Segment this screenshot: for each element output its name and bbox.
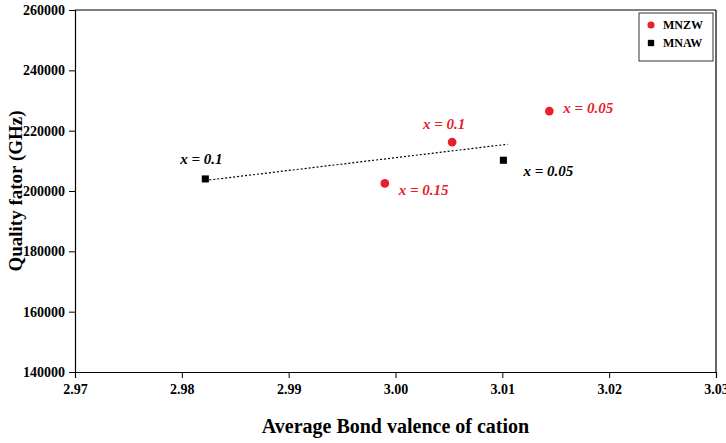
- tick: 2.97: [63, 372, 88, 397]
- tick-label: 3.01: [491, 382, 516, 397]
- tick-label: 200000: [23, 184, 65, 199]
- tick-mark: [69, 251, 75, 252]
- trend-line: [205, 144, 507, 180]
- tick: 160000: [23, 305, 75, 320]
- point-label: x = 0.1: [422, 116, 465, 132]
- tick-mark: [69, 191, 75, 192]
- tick-label: 3.02: [597, 382, 622, 397]
- tick-mark: [396, 372, 397, 378]
- tick-label: 140000: [23, 365, 65, 380]
- plot: 2.97 2.98 2.99 3.00 3.01 3.02 3.03 140000 160000…: [23, 3, 726, 397]
- tick-label: 160000: [23, 305, 65, 320]
- point-label: x = 0.05: [562, 100, 613, 116]
- axis-line: [69, 11, 76, 373]
- tick-mark: [289, 372, 290, 378]
- tick: 2.99: [277, 372, 302, 397]
- point: [380, 179, 389, 188]
- tick-mark: [609, 372, 610, 378]
- tick: 240000: [23, 63, 75, 78]
- point: [202, 175, 209, 182]
- tick: 260000: [23, 3, 75, 18]
- tick-label: 240000: [23, 63, 65, 78]
- tick: 3.03: [704, 372, 726, 397]
- frame: [715, 10, 716, 372]
- legend-marker: [647, 21, 654, 28]
- marks: [202, 107, 554, 188]
- point: [545, 107, 554, 116]
- legend-box: [639, 13, 713, 61]
- legend-label: MNAW: [663, 36, 702, 50]
- tick-mark: [716, 372, 717, 378]
- tick: 3.00: [384, 372, 409, 397]
- tick-label: 3.03: [704, 382, 726, 397]
- tick: 3.02: [597, 372, 622, 397]
- tick-label: 3.00: [384, 382, 409, 397]
- point: [500, 157, 507, 164]
- tick-label: 2.99: [277, 382, 302, 397]
- tick: 3.01: [491, 372, 516, 397]
- tick-mark: [69, 131, 75, 132]
- x-axis: 2.97 2.98 2.99 3.00 3.01 3.02 3.03: [63, 372, 726, 397]
- tick-label: 260000: [23, 3, 65, 18]
- tick-label: 2.97: [63, 382, 88, 397]
- legend-label: MNZW: [663, 18, 703, 32]
- tick-mark: [182, 372, 183, 378]
- y-axis: 140000 160000 180000 200000 220000 240000 2600…: [23, 3, 76, 380]
- tick: 2.98: [170, 372, 195, 397]
- y-axis-title: Quality fator (GHz): [5, 110, 27, 271]
- tick: 180000: [23, 244, 75, 259]
- point-label: x = 0.15: [398, 182, 449, 198]
- tick: 200000: [23, 184, 75, 199]
- point-label: x = 0.05: [522, 163, 573, 179]
- axis-line: [76, 373, 717, 379]
- tick-mark: [69, 372, 75, 373]
- chart: 2.97 2.98 2.99 3.00 3.01 3.02 3.03 140000 160000…: [0, 0, 726, 443]
- tick: 220000: [23, 124, 75, 139]
- x-axis-title: Average Bond valence of cation: [262, 415, 529, 438]
- tick: 140000: [23, 365, 75, 380]
- tick-mark: [69, 312, 75, 313]
- tick-mark: [69, 70, 75, 71]
- frame: [75, 9, 716, 10]
- tick-mark: [502, 372, 503, 378]
- point-labels: x = 0.05 x = 0.1 x = 0.15 x = 0.1 x = 0.05: [179, 100, 613, 197]
- tick-label: 2.98: [170, 382, 195, 397]
- tick-mark: [69, 10, 75, 11]
- legend: MNZW MNAW: [639, 13, 713, 61]
- point: [448, 138, 457, 147]
- tick-label: 220000: [23, 124, 65, 139]
- legend-marker: [648, 40, 654, 46]
- tick-label: 180000: [23, 244, 65, 259]
- point-label: x = 0.1: [179, 151, 222, 167]
